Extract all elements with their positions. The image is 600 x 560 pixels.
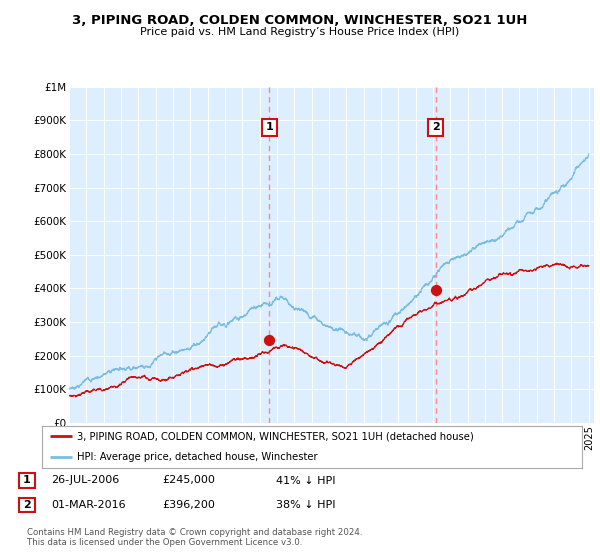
Text: 2: 2	[432, 122, 440, 132]
Text: 26-JUL-2006: 26-JUL-2006	[51, 475, 119, 486]
Text: Price paid vs. HM Land Registry’s House Price Index (HPI): Price paid vs. HM Land Registry’s House …	[140, 27, 460, 37]
Text: 1: 1	[266, 122, 274, 132]
Point	[265, 336, 274, 345]
Text: 3, PIPING ROAD, COLDEN COMMON, WINCHESTER, SO21 1UH (detached house): 3, PIPING ROAD, COLDEN COMMON, WINCHESTE…	[77, 431, 474, 441]
Text: HPI: Average price, detached house, Winchester: HPI: Average price, detached house, Winc…	[77, 452, 318, 462]
Text: 1: 1	[23, 475, 31, 486]
Text: £396,200: £396,200	[162, 500, 215, 510]
Text: 2: 2	[23, 500, 31, 510]
Text: 01-MAR-2016: 01-MAR-2016	[51, 500, 125, 510]
Text: 38% ↓ HPI: 38% ↓ HPI	[276, 500, 335, 510]
Text: £245,000: £245,000	[162, 475, 215, 486]
Point	[431, 285, 440, 294]
Text: 41% ↓ HPI: 41% ↓ HPI	[276, 475, 335, 486]
Text: 3, PIPING ROAD, COLDEN COMMON, WINCHESTER, SO21 1UH: 3, PIPING ROAD, COLDEN COMMON, WINCHESTE…	[73, 14, 527, 27]
Text: Contains HM Land Registry data © Crown copyright and database right 2024.
This d: Contains HM Land Registry data © Crown c…	[27, 528, 362, 547]
